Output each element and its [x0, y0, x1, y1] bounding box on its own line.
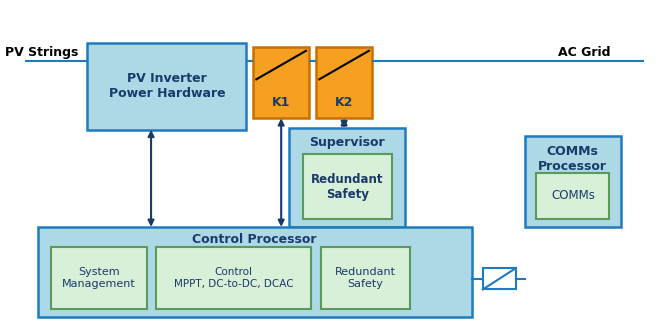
- Text: AC Grid: AC Grid: [558, 46, 610, 59]
- Bar: [303, 154, 392, 219]
- Text: COMMs: COMMs: [551, 189, 595, 202]
- Text: K1: K1: [272, 96, 291, 109]
- Bar: [321, 247, 410, 309]
- Text: System
Management: System Management: [63, 267, 136, 289]
- Bar: [156, 247, 311, 309]
- Text: K2: K2: [335, 96, 353, 109]
- Text: Redundant
Safety: Redundant Safety: [334, 267, 396, 289]
- Text: Redundant
Safety: Redundant Safety: [311, 173, 384, 201]
- Text: COMMs
Processor: COMMs Processor: [538, 145, 607, 173]
- Bar: [253, 47, 309, 118]
- Text: Control
MPPT, DC-to-DC, DCAC: Control MPPT, DC-to-DC, DCAC: [174, 267, 293, 289]
- Text: PV Inverter
Power Hardware: PV Inverter Power Hardware: [108, 72, 225, 100]
- Bar: [38, 227, 471, 317]
- Text: Control Processor: Control Processor: [192, 233, 317, 246]
- Bar: [537, 173, 609, 219]
- Text: Supervisor: Supervisor: [310, 136, 385, 149]
- Bar: [88, 42, 247, 130]
- Bar: [51, 247, 147, 309]
- Text: PV Strings: PV Strings: [5, 46, 78, 59]
- Bar: [525, 136, 620, 227]
- Bar: [289, 128, 406, 227]
- Bar: [316, 47, 372, 118]
- Bar: [483, 268, 516, 290]
